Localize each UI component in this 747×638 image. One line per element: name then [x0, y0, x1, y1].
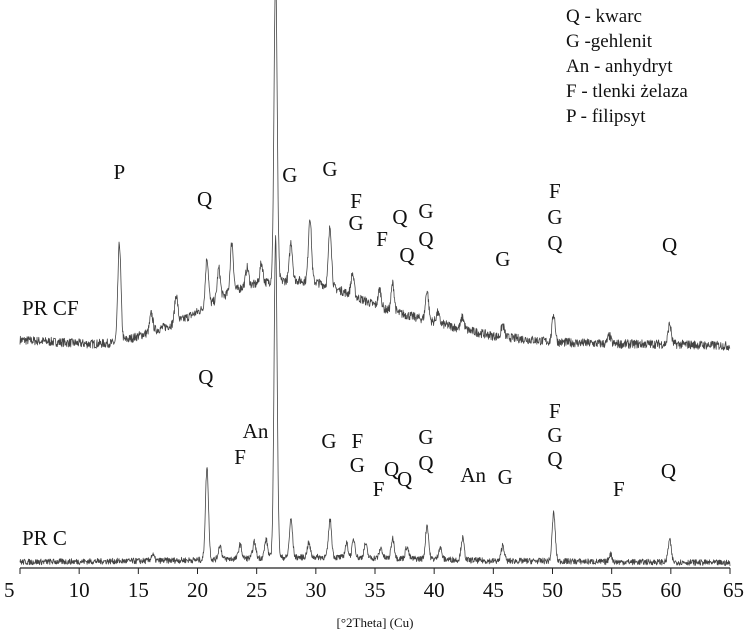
- peak-label-f: F: [373, 477, 385, 501]
- x-tick-label: 45: [483, 578, 504, 602]
- peak-label-q: Q: [418, 451, 433, 475]
- x-tick-label: 55: [601, 578, 622, 602]
- peak-label-f: F: [549, 179, 561, 203]
- peak-label-q: Q: [662, 233, 677, 257]
- x-tick-label: 30: [305, 578, 326, 602]
- peak-label-q: Q: [661, 459, 676, 483]
- x-tick-label: 5: [4, 578, 15, 602]
- peak-label-q: Q: [399, 243, 414, 267]
- peak-label-g: G: [547, 205, 562, 229]
- legend-entry: An - anhydryt: [566, 56, 673, 77]
- peak-label-g: G: [321, 429, 336, 453]
- x-tick-label: 20: [187, 578, 208, 602]
- peak-label-f: F: [376, 227, 388, 251]
- peak-label-f: F: [350, 189, 362, 213]
- peak-label-q: Q: [392, 205, 407, 229]
- x-tick-label: 35: [365, 578, 386, 602]
- peak-label-q: Q: [384, 457, 399, 481]
- legend-entry: Q - kwarc: [566, 6, 642, 27]
- x-axis: 5 10 15 20 25 30 35 40 45 50 55 60 65 [°2Theta] (Cu): [4, 567, 744, 630]
- peak-label-f: F: [613, 477, 625, 501]
- peak-label-g: G: [418, 425, 433, 449]
- peak-label-f: F: [549, 399, 561, 423]
- x-tick-label: 25: [246, 578, 267, 602]
- legend-entry: G -gehlenit: [566, 31, 653, 52]
- peak-label-an: An: [460, 463, 486, 487]
- x-tick-label: 50: [542, 578, 563, 602]
- x-tick-label: 10: [69, 578, 90, 602]
- peak-label-g: G: [349, 211, 364, 235]
- peak-label-g: G: [498, 465, 513, 489]
- trace-pr-c: [19, 235, 731, 567]
- peak-label-q: Q: [418, 227, 433, 251]
- trace-names-layer: PR CF PR C: [22, 296, 79, 550]
- trace-name-pr-cf: PR CF: [22, 296, 79, 320]
- legend: Q - kwarc G -gehlenit An - anhydryt F - tle…: [566, 6, 688, 127]
- x-tick-label: 40: [424, 578, 445, 602]
- x-tick-label: 65: [723, 578, 744, 602]
- peak-label-q: Q: [397, 467, 412, 491]
- peak-label-g: G: [322, 157, 337, 181]
- peak-label-q: Q: [197, 187, 212, 211]
- peak-label-g: G: [547, 423, 562, 447]
- traces-layer: [19, 0, 731, 567]
- trace-name-pr-c: PR C: [22, 526, 67, 550]
- trace-pr-cf: [19, 0, 731, 351]
- peak-label-f: F: [234, 445, 246, 469]
- peak-label-q: Q: [547, 447, 562, 471]
- peak-label-an: An: [243, 419, 269, 443]
- peak-label-g: G: [350, 453, 365, 477]
- peak-label-p: P: [114, 160, 126, 184]
- peak-label-q: Q: [547, 231, 562, 255]
- peak-label-q: Q: [198, 365, 213, 389]
- peak-label-g: G: [282, 163, 297, 187]
- x-tick-label: 60: [660, 578, 681, 602]
- peak-label-g: G: [495, 247, 510, 271]
- peak-label-g: G: [418, 199, 433, 223]
- x-axis-label: [°2Theta] (Cu): [336, 615, 413, 630]
- legend-entry: F - tlenki żelaza: [566, 81, 688, 102]
- peak-label-f: F: [351, 429, 363, 453]
- legend-entry: P - filipsyt: [566, 106, 646, 127]
- x-tick-label: 15: [128, 578, 149, 602]
- x-ticks: 5 10 15 20 25 30 35 40 45 50 55 60 65: [4, 568, 744, 602]
